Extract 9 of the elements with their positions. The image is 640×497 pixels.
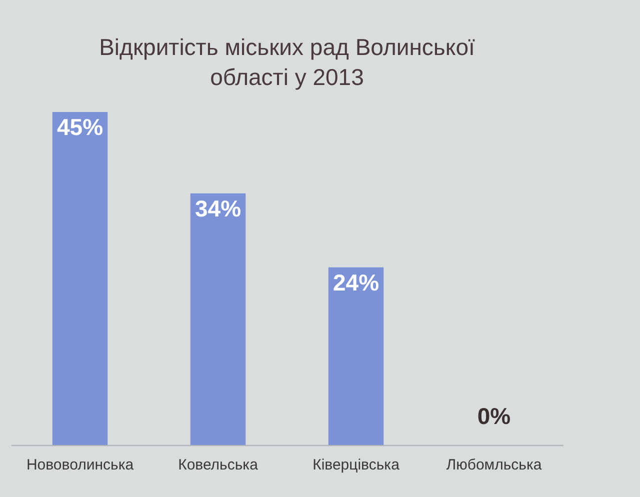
data-label: 0% [477, 403, 511, 429]
x-tick-label: Ковельська [178, 456, 259, 474]
data-label: 34% [194, 195, 242, 222]
x-tick-label: Нововолинська [26, 456, 134, 474]
data-label: 45% [56, 114, 104, 140]
data-label: 24% [332, 269, 380, 296]
x-tick-label: Любомльська [446, 456, 542, 474]
x-tick-label: Ківерцівська [312, 456, 400, 474]
chart-title: Відкритість міських рад Волинської області у 2013 [99, 34, 476, 90]
